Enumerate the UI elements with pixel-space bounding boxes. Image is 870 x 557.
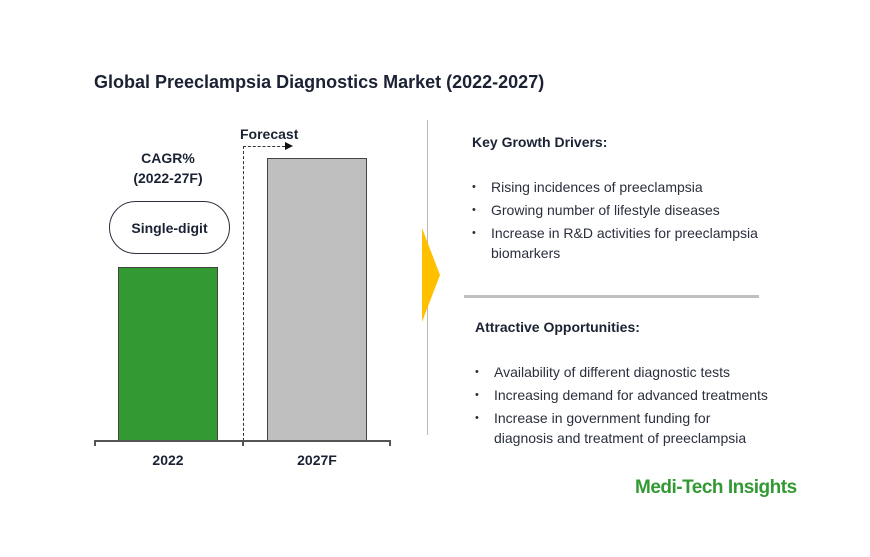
section-divider — [464, 295, 759, 298]
list-item: Increasing demand for advanced treatment… — [475, 385, 775, 405]
cagr-period: (2022-27F) — [133, 170, 203, 186]
list-item: Growing number of lifestyle diseases — [472, 200, 772, 220]
arrow-right-icon — [285, 142, 293, 150]
x-tick-label: 2027F — [297, 452, 337, 468]
x-axis-tick — [389, 440, 391, 446]
bar-2022 — [118, 267, 218, 441]
cagr-label: CAGR% — [141, 150, 195, 166]
list-item: Increase in R&D activities for preeclamp… — [472, 223, 761, 263]
bar-2027F — [267, 158, 367, 441]
forecast-arrow-line — [243, 146, 285, 147]
drivers-heading: Key Growth Drivers: — [472, 134, 608, 150]
opportunities-list: Availability of different diagnostic tes… — [475, 362, 775, 451]
forecast-label: Forecast — [240, 126, 299, 142]
drivers-list: Rising incidences of preeclampsia Growin… — [472, 177, 772, 266]
opportunities-heading: Attractive Opportunities: — [475, 319, 640, 335]
page-title: Global Preeclampsia Diagnostics Market (… — [94, 72, 545, 92]
chevron-right-icon — [422, 228, 440, 322]
list-item: Availability of different diagnostic tes… — [475, 362, 775, 382]
cagr-value-badge: Single-digit — [109, 201, 230, 254]
brand-logo: Medi-Tech Insights — [635, 477, 797, 498]
x-axis-tick — [242, 440, 244, 446]
x-tick-label: 2022 — [152, 452, 184, 468]
list-item: Rising incidences of preeclampsia — [472, 177, 772, 197]
forecast-divider — [243, 146, 244, 441]
list-item: Increase in government funding for diagn… — [475, 408, 769, 448]
x-axis-tick — [94, 440, 96, 446]
